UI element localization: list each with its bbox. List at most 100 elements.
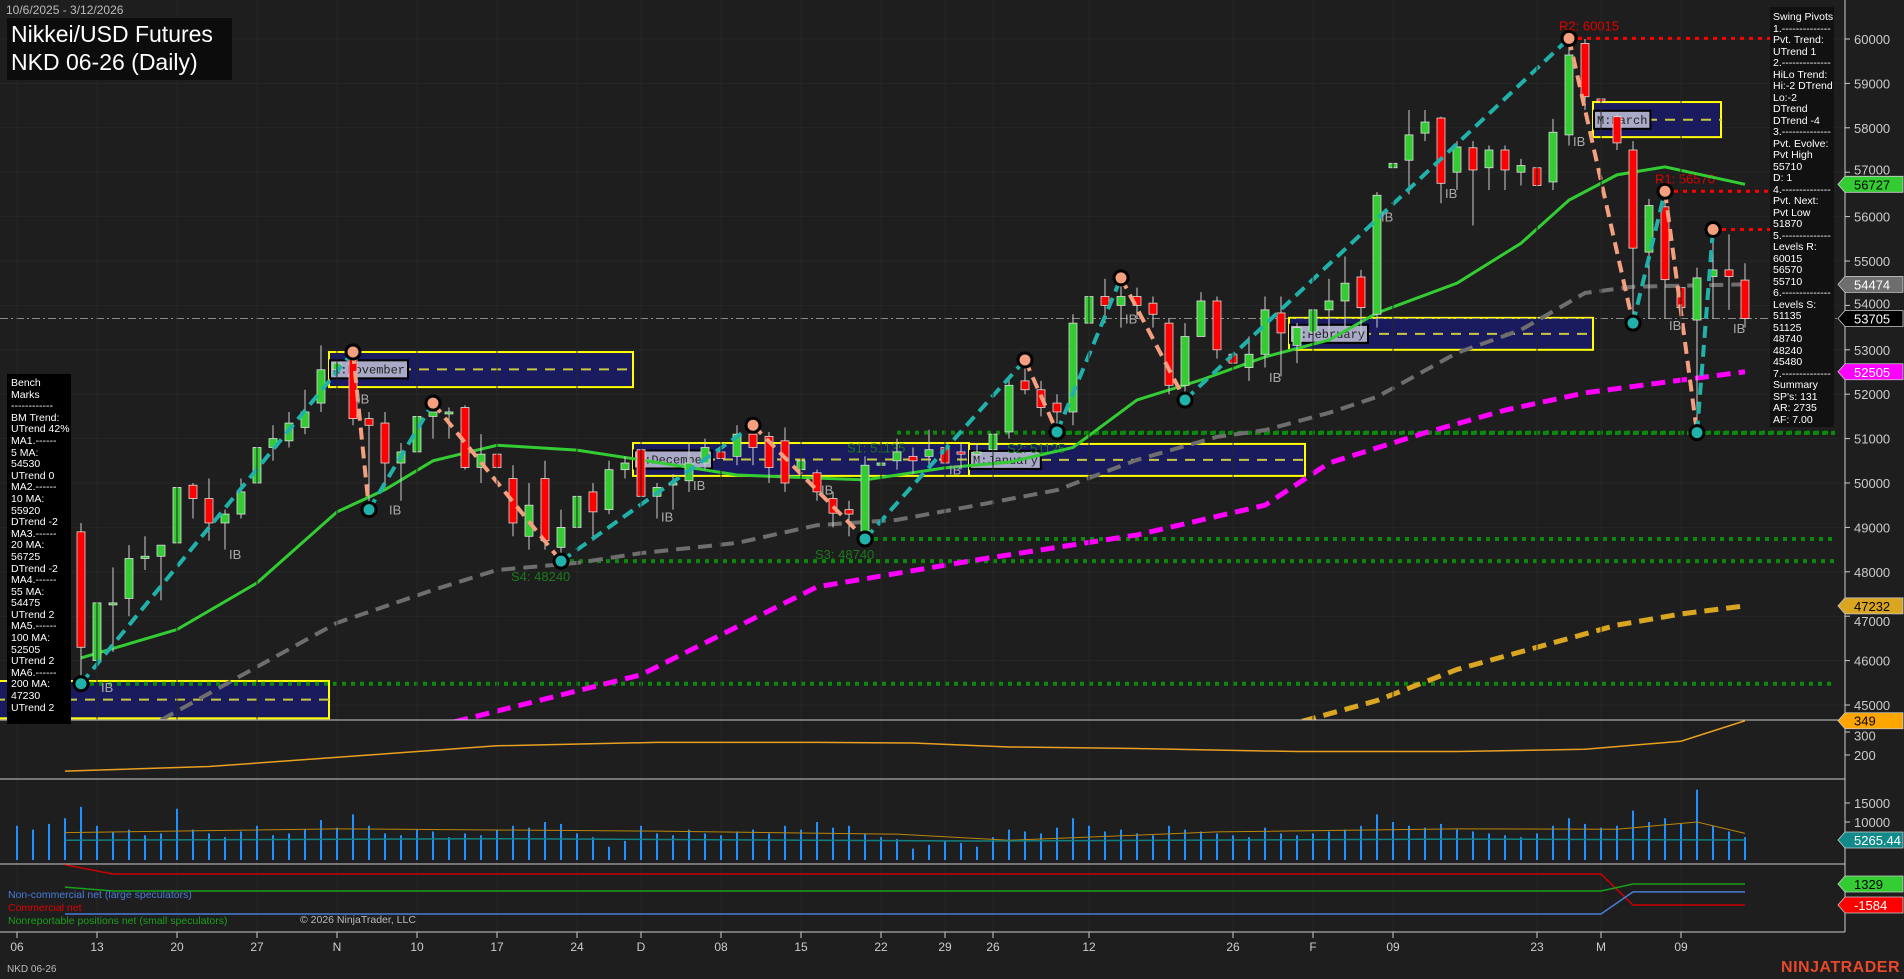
candle-body [524,504,534,537]
candle-body [860,464,870,533]
bench-marks-line: MA1.------ [11,434,57,447]
swing-pivots-line: 56570 [1773,264,1803,276]
swing-up-leg [1183,36,1571,402]
candle-body [556,527,566,548]
pivot-low-marker [72,675,90,693]
candle-body [1004,384,1014,433]
ma-line-55ma [160,282,1746,720]
ib-label: IB [1445,186,1457,201]
candle-body [364,418,374,426]
bench-marks-line: MA6.------ [11,666,57,679]
bench-marks-line: UTrend 2 [11,655,55,668]
swing-pivots-line: 51135 [1773,310,1802,322]
swing-pivots-line: HiLo Trend: [1773,68,1828,81]
pivot-high-marker [1560,29,1578,47]
last-price-tag-bg [1837,310,1904,327]
price-tick-label: 45000 [1854,698,1890,713]
candle-body [1180,336,1190,386]
swing-pivots-line: Pvt. Trend: [1773,34,1824,46]
swing-pivots-line: 60015 [1773,252,1803,265]
indicator-tick-label: 300 [1854,729,1876,744]
bench-marks-line: 56725 [11,550,41,563]
indicator-value-tag: 349 [1854,714,1876,729]
candle-body [540,478,550,542]
cot-series-line [64,883,1745,892]
cot-red-tag: -1584 [1854,898,1887,913]
candle-body [1356,276,1366,309]
bench-marks-line: 10 MA: [11,492,45,505]
ma55-value-tag-bg [1837,275,1904,293]
candle-body [780,440,790,484]
time-tick-label: 08 [714,940,728,954]
bench-marks-line: 5 MA: [11,446,39,459]
ma-line-100ma [451,369,1746,720]
swing-down-leg [1567,37,1635,324]
time-tick-label: 09 [1386,940,1400,954]
swing-pivots-line: 5.-------------- [1773,229,1831,242]
ib-label: IB [693,478,705,493]
candle-body [1628,149,1638,249]
time-tick-label: 29 [938,940,952,954]
month-label: M:March [1597,114,1647,128]
pivot-low-marker [856,530,874,548]
cot-series-line [65,891,1745,915]
swing-down-leg [751,423,867,541]
swing-pivots-line: UTrend 1 [1773,45,1817,58]
bench-marks-line: BM Trend: [11,411,60,424]
swing-pivots-line: 2.-------------- [1773,57,1831,69]
candle-body [1516,165,1526,173]
candle-body [140,555,150,559]
time-tick-label: D [637,940,646,954]
swing-pivots-line: 7.-------------- [1773,367,1831,380]
bench-marks-line: 54530 [11,458,41,471]
candle-body [1484,149,1494,169]
bench-marks-line: 47230 [11,690,41,703]
ib-label: IB [1573,134,1585,149]
bench-marks-line: DTrend -2 [11,516,58,529]
ma100-value-tag: 52505 [1854,365,1890,380]
candle-body [508,478,518,524]
bench-marks-panel: Bench Marks ------------ BM Trend: UTrend 4… [7,374,71,724]
price-tick-label: 50000 [1854,476,1890,491]
candle-body [1404,134,1414,161]
candle-body [1068,322,1078,413]
swing-down-leg [1119,276,1187,401]
price-tick-label: 58000 [1854,121,1890,136]
pivot-low-marker [360,501,378,519]
time-tick-label: 09 [1674,940,1688,954]
swing-pivots-line: AR: 2735 [1773,402,1817,414]
volume-tick-label: 10000 [1854,815,1890,830]
bench-marks-line: MA4.------ [11,574,57,587]
candle-body [844,509,854,515]
instrument-label: NKD 06-26 [7,964,57,975]
swing-pivots-line: Hi:-2 DTrend [1773,80,1833,92]
time-tick-label: 13 [90,940,104,954]
candle-body [1436,117,1446,184]
pivot-low-marker [1176,391,1194,409]
candle-body [1660,206,1670,281]
swing-pivots-line: Levels S: [1773,298,1817,311]
price-tick-label: 57000 [1854,162,1890,177]
price-tick-label: 49000 [1854,520,1890,535]
price-tick-label: 48000 [1854,565,1890,580]
swing-pivots-line: 51125 [1773,321,1802,334]
swing-pivots-line: Lo:-2 DTrend [1773,91,1808,115]
candle-body [924,449,934,457]
ib-label: IB [1269,370,1281,385]
swing-up-leg [367,402,435,511]
ib-label: IB [389,503,401,518]
candle-body [892,451,902,462]
candle-body [156,544,166,557]
ib-label: IB [1733,321,1745,336]
volume-ma-line [64,821,1746,841]
cot-legend-item: Commercial net [8,902,82,914]
bench-marks-line: UTrend 2 [11,608,55,621]
candle-body [1276,312,1286,334]
swing-pivots-line: 6.-------------- [1773,287,1831,299]
time-tick-label: 26 [1226,940,1240,954]
swing-pivots-line: DTrend -4 [1773,114,1820,127]
ma20-value-tag-bg [1837,175,1904,193]
swing-pivots-line: Pvt Low [1773,206,1811,219]
